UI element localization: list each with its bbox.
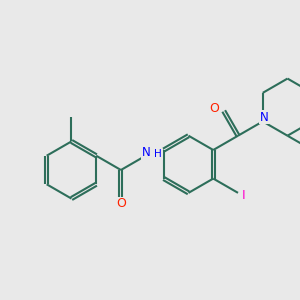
Text: O: O [210,102,219,115]
Text: N: N [260,111,268,124]
Text: O: O [116,197,126,210]
Text: I: I [242,189,245,202]
Text: N: N [142,146,151,159]
Text: H: H [154,149,162,159]
